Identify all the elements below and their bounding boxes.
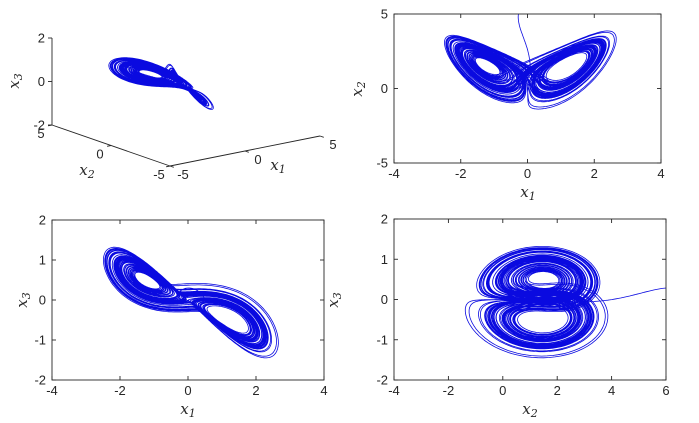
tick-label: 4: [608, 383, 615, 398]
axis-label-x1: x1: [520, 183, 535, 203]
tick-label: -4: [388, 383, 400, 398]
axis-label-x3: x3: [5, 73, 25, 88]
tick-label: 5: [37, 126, 44, 141]
tick-label: 2: [39, 213, 46, 228]
axis-label-x2: x2: [348, 81, 368, 96]
tick-label: -4: [388, 166, 400, 181]
tick-marks: [393, 218, 667, 381]
tick-label: 4: [657, 166, 664, 181]
tick-label: -2: [33, 118, 45, 133]
tick-label: -1: [34, 333, 46, 348]
tick-label: -5: [153, 167, 165, 182]
trajectory-3d-view: [108, 57, 214, 110]
tick-label: 2: [591, 166, 598, 181]
axis-label-x3: x3: [13, 292, 33, 307]
tick-label: -4: [46, 383, 58, 398]
axis-label-x1: x1: [270, 156, 285, 176]
trajectory-x3-vs-x1: [103, 246, 279, 359]
tick-label: -2: [34, 373, 46, 388]
tick-label: 2: [252, 383, 259, 398]
tick-label: 0: [381, 292, 388, 307]
tick-label: 0: [38, 74, 45, 89]
tick-marks: [393, 13, 662, 164]
tick-label: 0: [96, 147, 103, 162]
axis-label-x2: x2: [79, 161, 94, 181]
tick-label: 2: [381, 212, 388, 227]
tick-label: 1: [381, 252, 388, 267]
tick-label: -5: [177, 167, 189, 182]
tick-label: 0: [254, 152, 261, 167]
tick-label: 2: [554, 383, 561, 398]
tick-labels: -4 -2 0 2 4 -5 0 5: [376, 7, 664, 182]
tick-marks: [51, 219, 325, 381]
tick-label: 2: [38, 31, 45, 46]
tick-label: -1: [376, 332, 388, 347]
tick-label: -2: [376, 373, 388, 388]
tick-label: 4: [320, 383, 327, 398]
tick-label: 0: [39, 293, 46, 308]
axis-label-x3: x3: [324, 292, 344, 307]
tick-label: 6: [662, 383, 669, 398]
tick-label: 5: [329, 137, 336, 152]
tick-label: 0: [184, 383, 191, 398]
axes-3d: [47, 37, 324, 168]
axis-label-x2: x2: [522, 400, 537, 420]
subplot-x2-vs-x1: -4 -2 0 2 4 -5 0 5 x1 x2: [348, 7, 665, 204]
tick-label: -2: [114, 383, 126, 398]
trajectory-x2-vs-x1: [444, 14, 617, 110]
trajectory-x3-vs-x2: [464, 246, 666, 359]
tick-label: -2: [443, 383, 455, 398]
axis-label-x1: x1: [180, 400, 195, 420]
tick-label: 1: [39, 253, 46, 268]
tick-label: 0: [499, 383, 506, 398]
tick-label: 5: [381, 7, 388, 22]
tick-labels-3d: -505-505-202: [33, 31, 336, 183]
tick-label: 0: [381, 81, 388, 96]
tick-label: 0: [524, 166, 531, 181]
tick-label: -2: [455, 166, 467, 181]
tick-label: -5: [376, 156, 388, 171]
